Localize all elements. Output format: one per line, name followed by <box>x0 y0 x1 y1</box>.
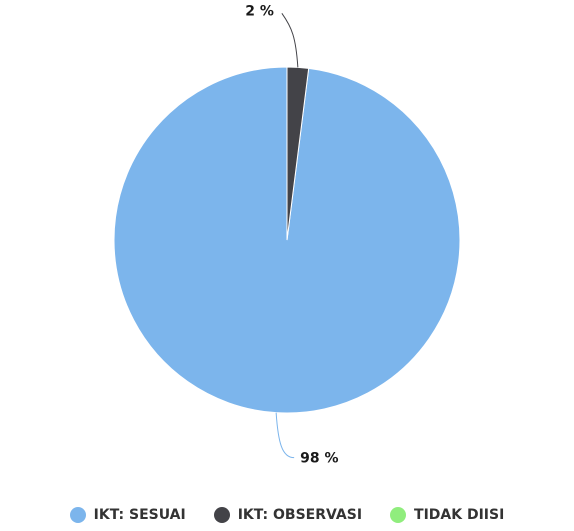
pie-chart: 98 % 2 % <box>113 3 461 467</box>
data-label: 2 % <box>245 3 274 19</box>
label-connectors <box>275 13 299 459</box>
legend-label: IKT: SESUAI <box>93 507 186 523</box>
data-label: 98 % <box>300 451 338 467</box>
legend-marker <box>213 507 230 523</box>
legend-marker <box>69 507 86 523</box>
data-labels: 98 % 2 % <box>245 3 338 466</box>
legend-item[interactable]: TIDAK DIISI <box>390 507 504 523</box>
legend-item[interactable]: IKT: SESUAI <box>69 507 186 523</box>
legend-item[interactable]: IKT: OBSERVASI <box>213 507 363 523</box>
pie-slice-ikt-observasi[interactable] <box>286 66 310 241</box>
legend-label: IKT: OBSERVASI <box>237 507 363 523</box>
label-connector <box>275 412 295 459</box>
legend-marker <box>390 507 407 523</box>
pie-slices <box>113 66 461 414</box>
label-connector <box>281 13 299 68</box>
legend-label: TIDAK DIISI <box>414 507 505 523</box>
legend: IKT: SESUAI IKT: OBSERVASI TIDAK DIISI <box>0 503 574 527</box>
